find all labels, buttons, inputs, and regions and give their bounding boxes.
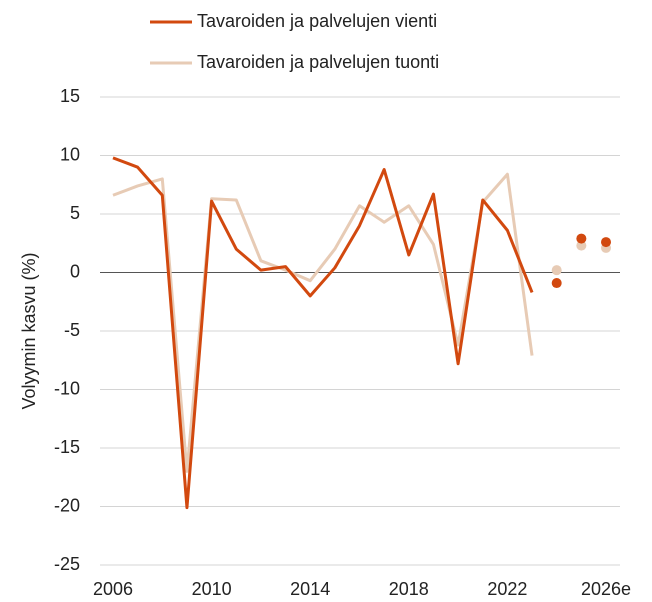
y-tick-label: -5 <box>64 320 80 340</box>
y-tick-label: 0 <box>70 261 80 281</box>
legend-label: Tavaroiden ja palvelujen vienti <box>197 11 437 31</box>
x-tick-label: 2006 <box>93 579 133 599</box>
x-tick-label: 2018 <box>389 579 429 599</box>
y-tick-label: -10 <box>54 378 80 398</box>
forecast-point <box>551 265 562 276</box>
x-tick-label: 2022 <box>487 579 527 599</box>
x-tick-label: 2026e <box>581 579 631 599</box>
legend-label: Tavaroiden ja palvelujen tuonti <box>197 52 439 72</box>
y-tick-label: -15 <box>54 437 80 457</box>
y-axis-label: Volyymin kasvu (%) <box>19 252 39 409</box>
x-tick-label: 2014 <box>290 579 330 599</box>
y-tick-label: 10 <box>60 144 80 164</box>
forecast-point <box>576 233 587 244</box>
x-tick-label: 2010 <box>192 579 232 599</box>
forecast-point <box>551 278 562 289</box>
forecast-point <box>601 237 611 248</box>
series-line <box>112 156 534 510</box>
y-tick-label: 15 <box>60 86 80 106</box>
y-tick-label: 5 <box>70 203 80 223</box>
series-line <box>112 172 534 473</box>
y-tick-label: -25 <box>54 554 80 574</box>
forecast-point <box>576 240 587 251</box>
y-tick-label: -20 <box>54 495 80 515</box>
